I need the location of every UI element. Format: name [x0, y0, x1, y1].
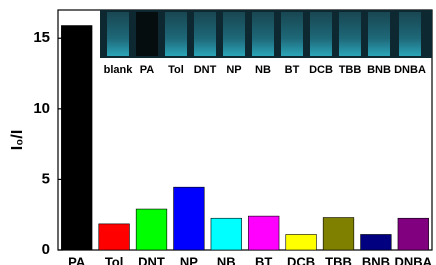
page: I₀/I 051015blankPATolDNTNPNBBTDCBTBBBNBD…	[0, 0, 436, 265]
vial	[281, 12, 303, 56]
vial	[339, 12, 361, 56]
y-axis-label: I₀/I	[9, 130, 26, 151]
x-tick-label: NP	[180, 254, 198, 265]
vial	[252, 12, 274, 56]
inset-label: NB	[255, 64, 271, 76]
inset-label: DNT	[194, 64, 217, 76]
inset-label: DCB	[309, 64, 333, 76]
bar	[286, 234, 317, 250]
bar	[248, 216, 279, 250]
bar	[398, 218, 429, 250]
bar	[99, 224, 130, 250]
x-tick-label: DCB	[287, 254, 315, 265]
bar	[136, 209, 167, 250]
inset-label: blank	[104, 64, 134, 76]
inset-label: BT	[285, 64, 300, 76]
vial	[399, 12, 421, 56]
bar	[61, 26, 92, 250]
x-tick-label: NB	[217, 254, 236, 265]
x-tick-label: TBB	[325, 254, 352, 265]
chart: I₀/I 051015blankPATolDNTNPNBBTDCBTBBBNBD…	[0, 0, 436, 265]
vial	[310, 12, 332, 56]
vial	[165, 12, 187, 56]
x-tick-label: DNT	[138, 254, 165, 265]
x-tick-label: Tol	[105, 254, 124, 265]
x-tick-label: BT	[255, 254, 272, 265]
vial	[136, 12, 158, 56]
inset-label: Tol	[168, 64, 184, 76]
bar	[323, 218, 354, 250]
bar	[361, 234, 392, 250]
inset-label: NP	[226, 64, 241, 76]
vial	[223, 12, 245, 56]
x-tick-label: BNB	[362, 254, 390, 265]
bar	[211, 218, 242, 250]
vial	[194, 12, 216, 56]
inset-label: BNB	[367, 64, 391, 76]
inset-label: TBB	[339, 64, 362, 76]
inset-label: PA	[140, 64, 155, 76]
x-tick-label: DNBA	[395, 254, 433, 265]
x-tick-label: PA	[68, 254, 86, 265]
y-tick-label: 15	[33, 29, 50, 46]
bar	[174, 187, 205, 250]
vial	[368, 12, 390, 56]
inset-label: DNBA	[394, 64, 426, 76]
vial	[107, 12, 129, 56]
y-tick-label: 0	[42, 241, 50, 258]
y-tick-label: 10	[33, 100, 50, 117]
y-tick-label: 5	[42, 170, 50, 187]
